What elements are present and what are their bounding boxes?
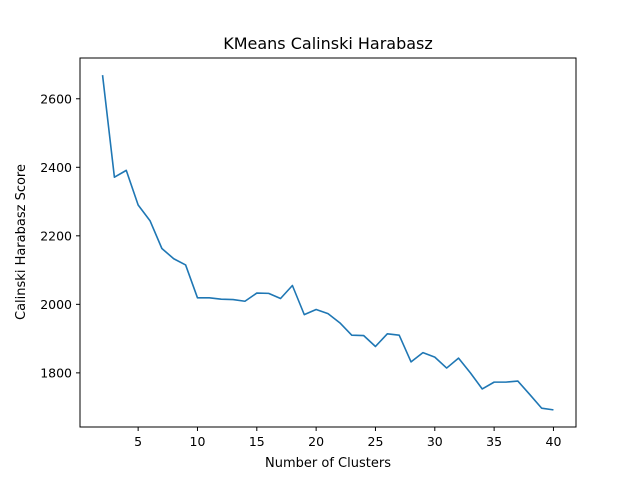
series-line-1 [101,75,554,411]
x-tick-label: 5 [134,434,142,449]
y-tick-label: 2600 [40,91,72,106]
x-tick-label: 30 [427,434,443,449]
y-axis-label: Calinski Harabasz Score [14,164,29,320]
x-tick-label: 40 [546,434,562,449]
x-tick-label: 10 [190,434,206,449]
chart-title: KMeans Calinski Harabasz [223,34,433,53]
axes-frame [79,57,577,428]
plot-area: 5 10 15 20 25 30 35 40 1800 2000 2200 2400 2600 [40,57,577,449]
y-tick-label: 2000 [40,297,72,312]
x-axis-label: Number of Clusters [265,456,391,471]
x-tick-label: 35 [486,434,502,449]
x-tick-label: 20 [308,434,324,449]
x-tick-label: 15 [249,434,265,449]
x-tick-label: 25 [368,434,384,449]
y-tick-label: 1800 [40,365,72,380]
y-tick-label: 2200 [40,228,72,243]
y-tick-label: 2400 [40,160,72,175]
